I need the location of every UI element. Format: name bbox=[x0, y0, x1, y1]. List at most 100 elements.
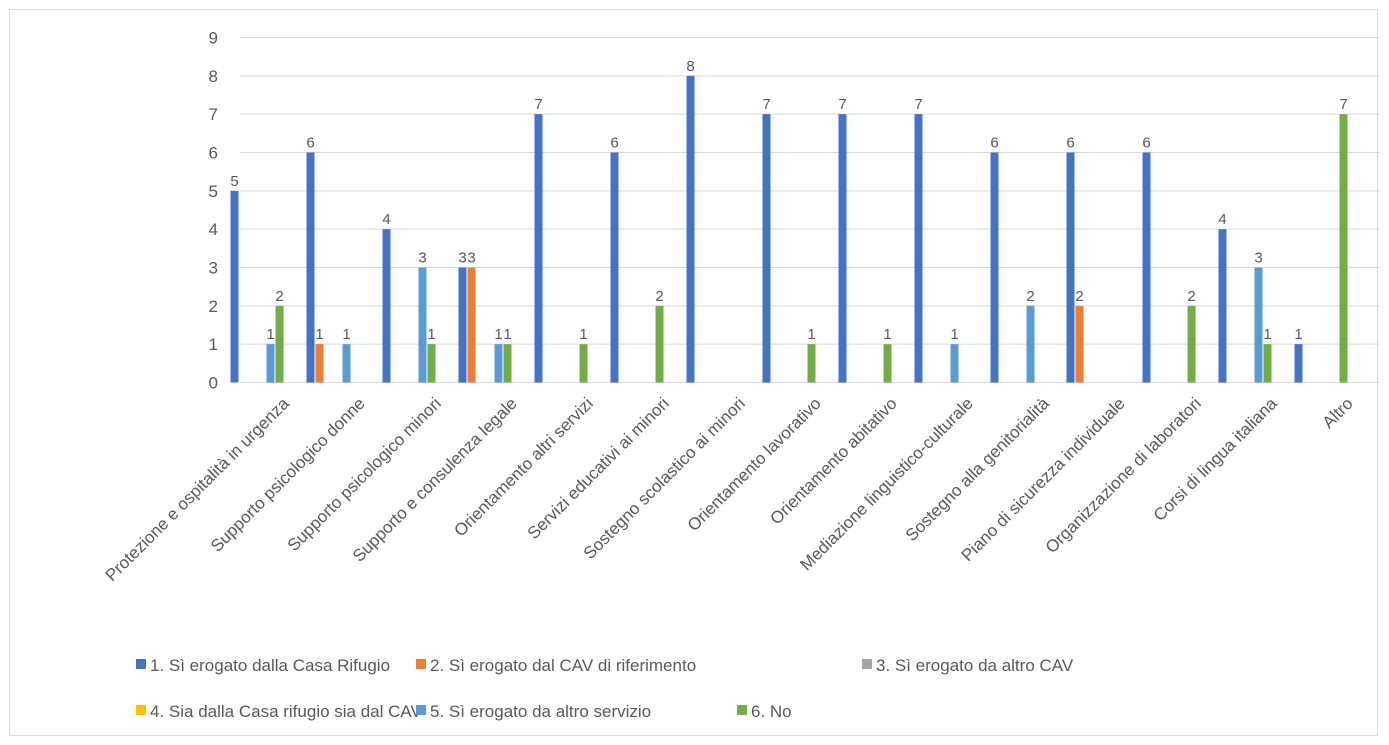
x-tick-label: Supporto psicologico donne bbox=[207, 394, 369, 556]
data-label: 7 bbox=[914, 96, 922, 113]
bar bbox=[1294, 344, 1303, 383]
bar bbox=[950, 344, 959, 383]
y-tick-label: 8 bbox=[209, 67, 218, 86]
data-label: 6 bbox=[1142, 135, 1150, 152]
bar bbox=[315, 344, 324, 383]
x-tick-label: Servizi educativi ai minori bbox=[524, 394, 673, 543]
y-tick-label: 4 bbox=[209, 220, 218, 239]
x-axis-ticks: Protezione e ospitalità in urgenzaSuppor… bbox=[102, 394, 1357, 586]
legend-item: 6. No bbox=[737, 702, 792, 721]
bar bbox=[1026, 305, 1035, 383]
data-label: 7 bbox=[534, 96, 542, 113]
data-label: 1 bbox=[342, 326, 350, 343]
bar bbox=[458, 267, 467, 383]
legend-label: 5. Sì erogato da altro servizio bbox=[430, 702, 651, 721]
legend-swatch bbox=[862, 659, 872, 669]
bar bbox=[534, 114, 543, 383]
bar bbox=[807, 344, 816, 383]
legend-label: 2. Sì erogato dal CAV di riferimento bbox=[430, 656, 696, 675]
legend-item: 5. Sì erogato da altro servizio bbox=[416, 702, 651, 721]
data-label: 2 bbox=[1075, 288, 1083, 305]
bar bbox=[990, 152, 999, 383]
legend-item: 4. Sia dalla Casa rifugio sia dal CAV bbox=[136, 702, 422, 721]
bar bbox=[610, 152, 619, 383]
data-label: 1 bbox=[427, 326, 435, 343]
y-axis-ticks: 0 1 2 3 4 5 6 7 8 9 bbox=[209, 29, 218, 393]
y-tick-label: 3 bbox=[209, 259, 218, 278]
legend-swatch bbox=[136, 659, 146, 669]
bar bbox=[266, 344, 275, 383]
bar bbox=[1218, 229, 1227, 383]
data-label: 1 bbox=[266, 326, 274, 343]
x-tick-label: Orientamento lavorativo bbox=[684, 394, 825, 535]
data-label: 7 bbox=[762, 96, 770, 113]
data-label: 3 bbox=[458, 250, 466, 267]
data-label: 3 bbox=[467, 250, 475, 267]
data-label: 1 bbox=[503, 326, 511, 343]
bar bbox=[467, 267, 476, 383]
data-label: 1 bbox=[950, 326, 958, 343]
data-label: 3 bbox=[418, 250, 426, 267]
x-tick-label: Supporto e consulenza legale bbox=[349, 394, 521, 566]
legend-item: 1. Sì erogato dalla Casa Rifugio bbox=[136, 656, 390, 675]
data-label: 7 bbox=[838, 96, 846, 113]
data-label: 1 bbox=[315, 326, 323, 343]
data-label: 2 bbox=[275, 288, 283, 305]
data-label: 1 bbox=[883, 326, 891, 343]
y-tick-label: 0 bbox=[209, 374, 218, 393]
legend-swatch bbox=[737, 705, 747, 715]
x-tick-label: Piano di sicurezza individuale bbox=[958, 394, 1129, 565]
data-label: 1 bbox=[494, 326, 502, 343]
legend-label: 3. Sì erogato da altro CAV bbox=[876, 656, 1074, 675]
legend-label: 1. Sì erogato dalla Casa Rifugio bbox=[150, 656, 390, 675]
bar bbox=[655, 305, 664, 383]
bar bbox=[1263, 344, 1272, 383]
bar bbox=[427, 344, 436, 383]
data-label: 3 bbox=[1254, 250, 1262, 267]
legend-item: 3. Sì erogato da altro CAV bbox=[862, 656, 1074, 675]
legend-item: 2. Sì erogato dal CAV di riferimento bbox=[416, 656, 696, 675]
legend: 1. Sì erogato dalla Casa Rifugio 2. Sì er… bbox=[136, 656, 1074, 721]
y-tick-label: 9 bbox=[209, 29, 218, 48]
bar bbox=[579, 344, 588, 383]
data-label: 6 bbox=[990, 135, 998, 152]
bar bbox=[883, 344, 892, 383]
x-tick-label: Organizzazione di laboratori bbox=[1042, 394, 1205, 557]
y-tick-label: 2 bbox=[209, 297, 218, 316]
bar bbox=[494, 344, 503, 383]
bar bbox=[1066, 152, 1075, 383]
bar bbox=[1339, 114, 1348, 383]
bar bbox=[1142, 152, 1151, 383]
legend-swatch bbox=[136, 705, 146, 715]
bar bbox=[275, 305, 284, 383]
legend-label: 6. No bbox=[751, 702, 792, 721]
data-label: 4 bbox=[1218, 211, 1226, 228]
data-label: 8 bbox=[686, 58, 694, 75]
y-tick-label: 6 bbox=[209, 144, 218, 163]
bar bbox=[686, 75, 695, 383]
legend-label: 4. Sia dalla Casa rifugio sia dal CAV bbox=[150, 702, 422, 721]
data-label: 1 bbox=[807, 326, 815, 343]
data-label: 6 bbox=[610, 135, 618, 152]
data-label: 6 bbox=[1066, 135, 1074, 152]
data-label: 2 bbox=[1187, 288, 1195, 305]
y-tick-label: 5 bbox=[209, 182, 218, 201]
bar bbox=[1254, 267, 1263, 383]
x-tick-label: Sostegno alla genitorialità bbox=[902, 394, 1053, 545]
bar bbox=[914, 114, 923, 383]
x-tick-label: Orientamento altri servizi bbox=[450, 394, 596, 540]
x-tick-label: Altro bbox=[1319, 394, 1357, 432]
bar bbox=[838, 114, 847, 383]
bar bbox=[503, 344, 512, 383]
y-tick-label: 1 bbox=[209, 335, 218, 354]
y-tick-label: 7 bbox=[209, 105, 218, 124]
legend-swatch bbox=[416, 705, 426, 715]
legend-swatch bbox=[416, 659, 426, 669]
data-label: 5 bbox=[230, 173, 238, 190]
bar bbox=[418, 267, 427, 383]
data-label: 1 bbox=[1263, 326, 1271, 343]
data-label: 2 bbox=[1026, 288, 1034, 305]
